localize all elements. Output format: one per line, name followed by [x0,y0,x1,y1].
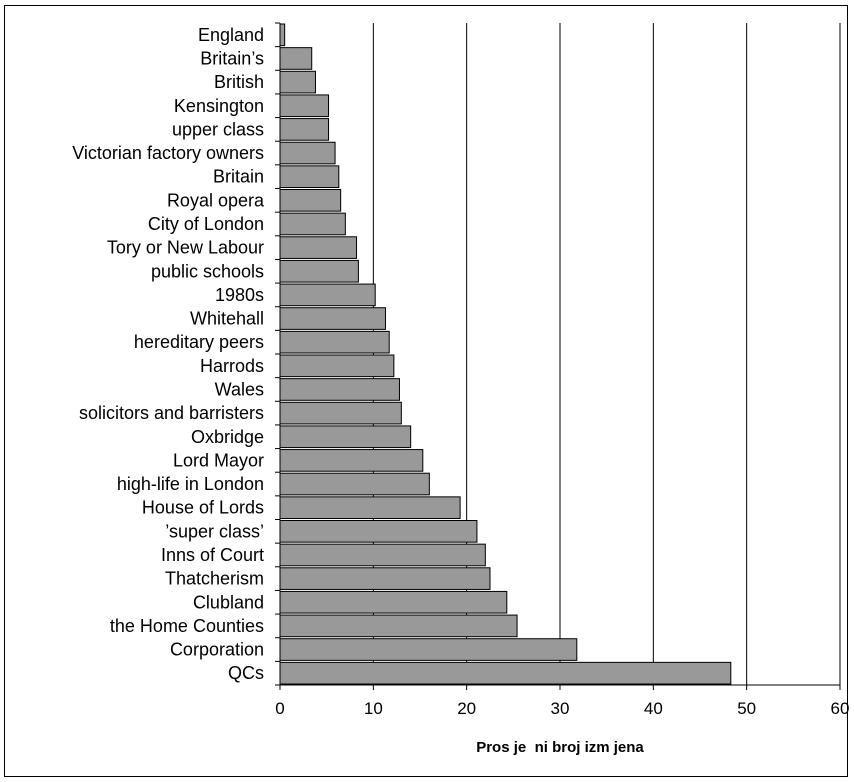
x-tick-label: 10 [364,699,383,718]
category-labels: England Britain’s British Kensington upper c… [72,25,265,683]
bar [279,165,340,189]
bar [279,520,478,543]
bars [279,23,732,685]
category-label: Wales [215,379,264,399]
bar [279,472,430,496]
category-label: Tory or New Labour [107,238,264,258]
category-label: ’super class’ [165,521,264,541]
category-label: Lord Mayor [173,450,264,470]
bar [279,449,424,472]
bar [279,47,313,70]
category-label: Oxbridge [191,427,264,447]
bar [279,496,461,520]
category-label: Victorian factory owners [72,143,264,163]
x-tick-label: 50 [737,699,756,718]
bar [279,354,395,378]
bar [279,378,400,401]
x-axis-label: Pros je ni broj izm jena [476,739,644,756]
bar [279,70,316,94]
category-label: British [214,72,264,92]
x-tick-label: 0 [275,699,284,718]
category-label: Harrods [200,356,264,376]
category-label: the Home Counties [110,616,264,636]
category-label: House of Lords [142,498,264,518]
category-label: Whitehall [190,309,264,329]
category-label: Clubland [193,592,264,612]
category-label: Inns of Court [161,545,264,565]
category-label: Kensington [174,96,264,116]
x-tick-label: 40 [644,699,663,718]
bar [279,638,578,661]
bar [279,330,390,354]
bar [279,307,386,330]
category-label: Britain’s [200,48,264,68]
x-tick-label: 20 [457,699,476,718]
bar [279,259,359,283]
bar [279,189,342,212]
bar [279,283,376,307]
bar [279,236,358,259]
bar [279,118,330,141]
x-tick-label: 60 [831,699,850,718]
x-tick-label: 30 [551,699,570,718]
bar [279,543,486,567]
category-label: public schools [151,261,264,281]
category-label: Thatcherism [165,569,264,589]
bar [279,141,336,165]
bar [279,94,330,118]
bar [279,23,286,47]
category-label: high-life in London [117,474,264,494]
x-tick-labels: 0 10 20 30 40 50 60 [275,699,849,718]
bar [279,614,518,638]
category-label: solicitors and barristers [79,403,264,423]
category-label: Britain [213,167,264,187]
axes [275,22,841,690]
category-label: hereditary peers [134,332,264,352]
category-label: Corporation [170,640,264,660]
bar [279,661,732,685]
category-label: City of London [148,214,264,234]
category-label: QCs [228,663,264,683]
category-label: England [198,25,264,45]
category-label: 1980s [215,285,264,305]
bar [279,401,402,425]
bar [279,212,346,236]
bar [279,425,412,449]
category-label: upper class [172,119,264,139]
category-label: Royal opera [167,190,265,210]
bar [279,567,491,590]
bar [279,590,508,614]
